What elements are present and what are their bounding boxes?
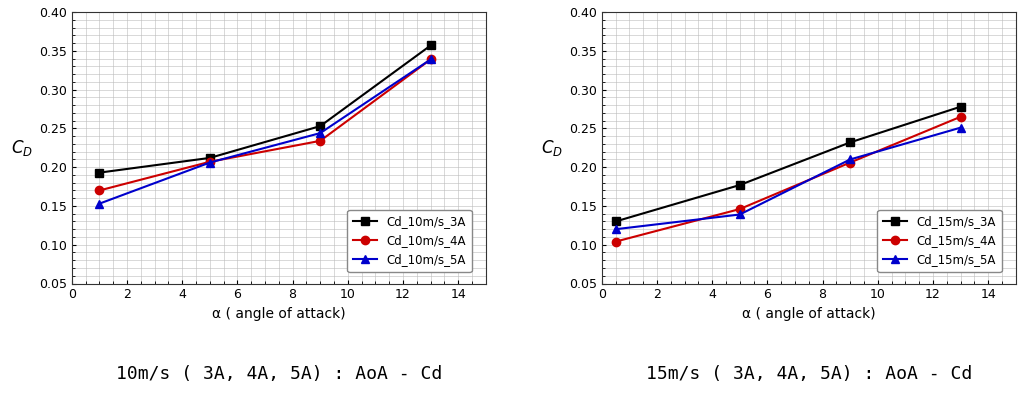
Cd_10m/s_5A bbox=[425, 57, 437, 62]
Cd_10m/s_4A bbox=[314, 139, 326, 143]
Line: Cd_15m/s_4A: Cd_15m/s_4A bbox=[611, 113, 964, 246]
Cd_15m/s_3A bbox=[734, 183, 746, 188]
Cd_10m/s_3A bbox=[204, 156, 216, 160]
Cd_15m/s_4A bbox=[844, 160, 857, 165]
Cd_10m/s_4A bbox=[425, 57, 437, 62]
Y-axis label: $C_D$: $C_D$ bbox=[11, 138, 33, 158]
Legend: Cd_10m/s_3A, Cd_10m/s_4A, Cd_10m/s_5A: Cd_10m/s_3A, Cd_10m/s_4A, Cd_10m/s_5A bbox=[347, 209, 472, 272]
Cd_10m/s_3A bbox=[93, 170, 106, 175]
Cd_15m/s_5A bbox=[734, 212, 746, 217]
Cd_15m/s_3A bbox=[609, 219, 622, 224]
Line: Cd_15m/s_5A: Cd_15m/s_5A bbox=[611, 124, 964, 233]
Cd_15m/s_4A bbox=[609, 239, 622, 244]
Line: Cd_10m/s_4A: Cd_10m/s_4A bbox=[95, 55, 435, 195]
Legend: Cd_15m/s_3A, Cd_15m/s_4A, Cd_15m/s_5A: Cd_15m/s_3A, Cd_15m/s_4A, Cd_15m/s_5A bbox=[877, 209, 1001, 272]
Text: 10m/s ( 3A, 4A, 5A) : AoA - Cd: 10m/s ( 3A, 4A, 5A) : AoA - Cd bbox=[116, 365, 442, 383]
Cd_15m/s_5A bbox=[954, 125, 966, 130]
Cd_10m/s_4A bbox=[204, 159, 216, 164]
Line: Cd_10m/s_3A: Cd_10m/s_3A bbox=[95, 41, 435, 177]
Cd_10m/s_5A bbox=[204, 160, 216, 165]
Cd_10m/s_4A bbox=[93, 188, 106, 193]
Text: 15m/s ( 3A, 4A, 5A) : AoA - Cd: 15m/s ( 3A, 4A, 5A) : AoA - Cd bbox=[645, 365, 972, 383]
Cd_15m/s_4A bbox=[954, 114, 966, 119]
X-axis label: α ( angle of attack): α ( angle of attack) bbox=[742, 307, 875, 321]
Cd_15m/s_5A bbox=[609, 227, 622, 232]
Line: Cd_15m/s_3A: Cd_15m/s_3A bbox=[611, 102, 964, 226]
Cd_10m/s_5A bbox=[314, 131, 326, 136]
Cd_15m/s_5A bbox=[844, 157, 857, 162]
Cd_15m/s_3A bbox=[844, 140, 857, 145]
Line: Cd_10m/s_5A: Cd_10m/s_5A bbox=[95, 55, 435, 208]
Cd_10m/s_5A bbox=[93, 201, 106, 206]
Cd_10m/s_3A bbox=[314, 124, 326, 128]
Cd_15m/s_4A bbox=[734, 207, 746, 211]
Cd_10m/s_3A bbox=[425, 43, 437, 48]
X-axis label: α ( angle of attack): α ( angle of attack) bbox=[212, 307, 346, 321]
Cd_15m/s_3A bbox=[954, 104, 966, 109]
Y-axis label: $C_D$: $C_D$ bbox=[541, 138, 563, 158]
